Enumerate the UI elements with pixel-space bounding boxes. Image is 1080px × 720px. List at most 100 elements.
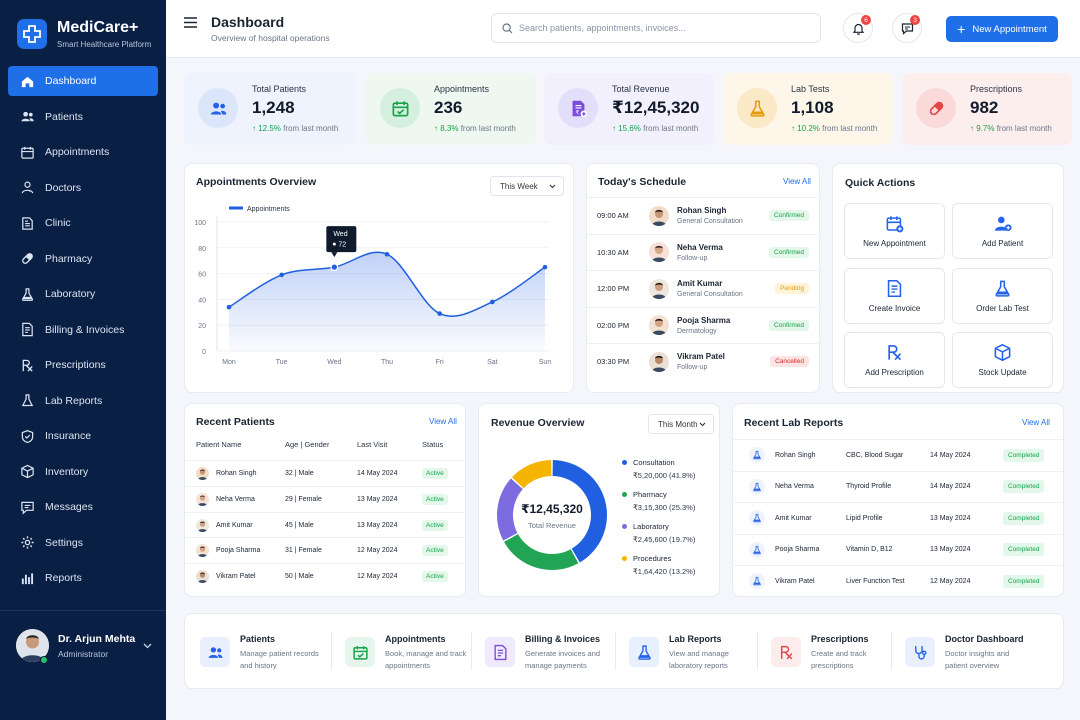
quick-action-add-prescription[interactable]: Add Prescription	[844, 332, 945, 388]
user-profile[interactable]: Dr. Arjun Mehta Administrator	[0, 610, 166, 720]
data-point[interactable]	[226, 304, 232, 310]
sidebar-item-doctors[interactable]: Doctors	[8, 173, 158, 203]
module-link-prescriptions[interactable]: Prescriptions Create and track prescripti…	[771, 614, 895, 686]
sidebar-item-patients[interactable]: Patients	[8, 102, 158, 132]
data-point[interactable]	[279, 272, 284, 278]
online-indicator	[40, 656, 48, 664]
patient-age-gender: 45 | Male	[285, 521, 314, 529]
data-point[interactable]	[384, 251, 390, 257]
search-icon	[502, 22, 513, 33]
lab-report-row[interactable]: Rohan Singh CBC, Blood Sugar 14 May 2024 Co…	[733, 439, 1063, 470]
new-appointment-button[interactable]: + New Appointment	[946, 16, 1058, 42]
sidebar-item-messages[interactable]: Messages	[8, 492, 158, 522]
lab-report-row[interactable]: Vikram Patel Liver Function Test 12 May 20…	[733, 565, 1063, 596]
schedule-item[interactable]: 12:00 PM Amit Kumar General Consultation Pe…	[587, 270, 821, 306]
lab-report-row[interactable]: Pooja Sharma Vitamin D, B12 13 May 2024 Com…	[733, 533, 1063, 565]
donut-slice-consultation[interactable]	[552, 460, 607, 563]
quick-action-new-appointment[interactable]: New Appointment	[844, 203, 945, 259]
messages-button[interactable]: 3	[892, 13, 922, 43]
user-name: Dr. Arjun Mehta	[58, 633, 136, 645]
module-description: Book, manage and track appointments	[385, 649, 467, 670]
modules-footer: Patients Manage patient records and histo…	[184, 613, 1064, 689]
week-dropdown[interactable]: This Week	[490, 176, 564, 196]
search-input[interactable]	[519, 23, 809, 33]
recent-patients-card: Recent Patients View All Patient Name Age…	[184, 403, 466, 597]
quick-action-create-invoice[interactable]: Create Invoice	[844, 267, 945, 324]
module-link-doctor-dashboard[interactable]: Doctor Dashboard Doctor insights and pati…	[905, 614, 1029, 686]
quick-action-stock-update[interactable]: Stock Update	[952, 332, 1053, 388]
table-row[interactable]: Pooja Sharma 31 | Female 12 May 2024 Active	[185, 537, 465, 563]
schedule-item[interactable]: 02:00 PM Pooja Sharma Dermatology Confirmed	[587, 306, 821, 343]
status-badge: Active	[422, 493, 448, 505]
sidebar-item-inventory[interactable]: Inventory	[8, 457, 158, 487]
stat-card-lab-tests[interactable]: Lab Tests 1,108 ↑ 10.2% from last month	[723, 73, 893, 145]
schedule-info: Vikram Patel Follow-up	[677, 352, 725, 371]
table-row[interactable]: Amit Kumar 45 | Male 13 May 2024 Active	[185, 511, 465, 538]
data-point[interactable]	[330, 263, 339, 272]
sidebar-item-label: Laboratory	[45, 288, 96, 300]
lab-test-name: Liver Function Test	[846, 577, 905, 585]
menu-icon[interactable]	[184, 17, 197, 28]
stat-card-total-patients[interactable]: Total Patients 1,248 ↑ 12.5% from last mon…	[184, 73, 355, 145]
patient-name: Amit Kumar	[216, 521, 253, 529]
stat-body: Lab Tests 1,108 ↑ 10.2% from last month	[791, 83, 877, 145]
rx-icon	[22, 359, 33, 372]
table-row[interactable]: Rohan Singh 32 | Male 14 May 2024 Active	[185, 460, 465, 486]
legend-dot	[622, 460, 627, 465]
lab-icon-circle	[749, 447, 765, 463]
month-dropdown[interactable]: This Month	[648, 414, 714, 434]
sidebar-item-clinic[interactable]: Clinic	[8, 208, 158, 238]
quick-action-order-lab-test[interactable]: Order Lab Test	[952, 267, 1053, 324]
quick-action-add-patient[interactable]: Add Patient	[952, 203, 1053, 259]
schedule-view-all-link[interactable]: View All	[783, 177, 811, 186]
stat-change-suffix: from last month	[643, 124, 699, 133]
status-badge: Confirmed	[769, 210, 809, 221]
sidebar-item-lab-reports[interactable]: Lab Reports	[8, 386, 158, 416]
lab-report-row[interactable]: Amit Kumar Lipid Profile 13 May 2024 Comple…	[733, 502, 1063, 533]
sidebar-item-appointments[interactable]: Appointments	[8, 137, 158, 167]
patients-view-all-link[interactable]: View All	[429, 417, 457, 426]
stat-value: 1,248	[252, 98, 295, 117]
module-link-lab-reports[interactable]: Lab Reports View and manage laboratory re…	[629, 614, 753, 686]
notifications-button[interactable]: 6	[843, 13, 873, 43]
stat-card-prescriptions[interactable]: Prescriptions 982 ↑ 9.7% from last month	[902, 73, 1072, 145]
sidebar-item-insurance[interactable]: Insurance	[8, 421, 158, 451]
stat-body: Appointments 236 ↑ 8.3% from last month	[434, 83, 516, 145]
donut-slice-laboratory[interactable]	[497, 478, 523, 541]
sidebar-item-billing-invoices[interactable]: Billing & Invoices	[8, 315, 158, 345]
stat-card-total-revenue[interactable]: ₹ Total Revenue ₹12,45,320 ↑ 15.6% from las…	[544, 73, 714, 145]
module-link-patients[interactable]: Patients Manage patient records and histo…	[200, 614, 324, 686]
new-appointment-label: New Appointment	[972, 23, 1047, 35]
sidebar-item-label: Insurance	[45, 430, 92, 442]
lab-reports-view-all-link[interactable]: View All	[1022, 418, 1050, 427]
schedule-item[interactable]: 09:00 AM Rohan Singh General Consultation C…	[587, 197, 821, 233]
donut-slice-procedures[interactable]	[511, 460, 552, 489]
table-row[interactable]: Vikram Patel 50 | Male 12 May 2024 Active	[185, 563, 465, 589]
sidebar-item-settings[interactable]: Settings	[8, 528, 158, 558]
sidebar-item-dashboard[interactable]: Dashboard	[8, 66, 158, 96]
calendar-check-icon	[352, 645, 368, 660]
stat-card-appointments[interactable]: Appointments 236 ↑ 8.3% from last month	[366, 73, 536, 145]
schedule-time: 03:30 PM	[597, 357, 630, 366]
module-link-appointments[interactable]: Appointments Book, manage and track appoi…	[345, 614, 469, 686]
search-box[interactable]	[491, 13, 821, 43]
flask-icon	[21, 287, 34, 301]
sidebar-item-prescriptions[interactable]: Prescriptions	[8, 350, 158, 380]
module-link-billing-invoices[interactable]: Billing & Invoices Generate invoices and …	[485, 614, 609, 686]
donut-slice-pharmacy[interactable]	[504, 534, 579, 570]
sidebar-item-laboratory[interactable]: Laboratory	[8, 279, 158, 309]
logo-cross-icon[interactable]	[17, 19, 47, 49]
lab-report-row[interactable]: Neha Verma Thyroid Profile 14 May 2024 Comp…	[733, 470, 1063, 502]
schedule-time: 12:00 PM	[597, 284, 630, 293]
sidebar-item-reports[interactable]: Reports	[8, 563, 158, 593]
chevron-down-icon[interactable]	[143, 643, 152, 649]
data-point[interactable]	[437, 311, 442, 316]
legend-item-consultation: Consultation ₹5,20,000 (41.8%)	[622, 458, 695, 480]
data-point[interactable]	[542, 264, 548, 270]
patient-age-gender: 31 | Female	[285, 547, 322, 555]
schedule-item[interactable]: 03:30 PM Vikram Patel Follow-up Cancelled	[587, 343, 821, 379]
sidebar-item-pharmacy[interactable]: Pharmacy	[8, 244, 158, 274]
table-row[interactable]: Neha Verma 29 | Female 13 May 2024 Active	[185, 485, 465, 512]
data-point[interactable]	[490, 299, 495, 305]
schedule-item[interactable]: 10:30 AM Neha Verma Follow-up Confirmed	[587, 233, 821, 270]
